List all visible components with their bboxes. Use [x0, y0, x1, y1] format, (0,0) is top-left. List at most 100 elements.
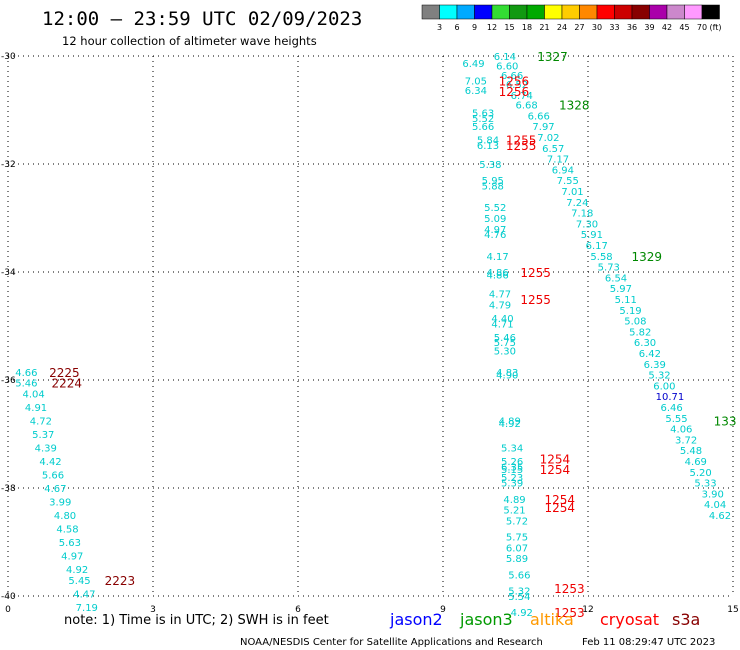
colorbar-swatch	[701, 4, 720, 20]
pass-time-label: 1253	[554, 582, 585, 596]
wave-height-value: 3.99	[49, 498, 71, 509]
wave-height-value: 5.20	[690, 468, 712, 479]
colorbar-legend: 3 6 9 12 15 18 21 24 27 30 33 36 39 42 45 70 (ft)	[421, 4, 722, 32]
wave-height-value: 4.89	[503, 495, 525, 506]
pass-time-label: 1327	[537, 50, 568, 64]
wave-height-value: 5.58	[590, 252, 612, 263]
wave-height-value: 7.02	[537, 133, 559, 144]
wave-height-value: 5.48	[680, 446, 702, 457]
wave-height-value: 5.26	[501, 457, 523, 468]
axis-ticks: 0 3 6 9 12 15 -30 -32 -34 -36 -38 -40	[1, 52, 739, 615]
wave-height-value: 4.92	[66, 565, 88, 576]
pass-time-label: 133	[714, 415, 737, 429]
colorbar-swatch	[649, 4, 668, 20]
wave-height-value: 5.39	[501, 479, 523, 490]
wave-height-value: 6.30	[634, 338, 656, 349]
colorbar-swatch	[614, 4, 633, 20]
wave-height-value: 6.42	[639, 349, 661, 360]
wave-height-value: 7.97	[532, 122, 554, 133]
wave-height-value: 5.66	[472, 122, 494, 133]
wave-height-value: 7.01	[561, 187, 583, 198]
colorbar-label: 21	[539, 23, 549, 32]
wave-height-value: 5.46	[15, 379, 37, 390]
wave-height-value: 5.19	[619, 306, 641, 317]
wave-height-value: 5.75	[494, 338, 516, 349]
wave-height-value: 6.94	[552, 165, 574, 176]
wave-height-value: 5.55	[665, 414, 687, 425]
chart-title: 12:00 – 23:59 UTC 02/09/2023	[42, 8, 362, 30]
x-tick-label: 12	[582, 605, 593, 615]
colorbar-swatch	[666, 4, 685, 20]
credit-agency: NOAA/NESDIS Center for Satellite Applica…	[240, 637, 543, 648]
wave-height-value: 6.52	[506, 80, 528, 91]
x-tick-label: 0	[5, 605, 11, 615]
wave-height-value: 5.63	[472, 109, 494, 120]
data-points: 6.146.606.496.666.527.056.34 6.746.685.63…	[15, 52, 731, 619]
wave-height-value: 6.17	[586, 241, 608, 252]
wave-height-value: 4.97	[61, 552, 83, 563]
colorbar-swatch	[491, 4, 510, 20]
y-tick-label: -36	[1, 376, 16, 386]
wave-height-value: 5.21	[503, 506, 525, 517]
colorbar-label: 6	[454, 23, 459, 32]
wave-height-value: 5.66	[508, 570, 530, 581]
wave-height-value: 5.52	[484, 203, 506, 214]
pass-time-label: 2223	[105, 574, 136, 588]
wave-height-value: 7.18	[571, 209, 593, 220]
wave-height-value: 4.97	[484, 225, 506, 236]
wave-height-value: 5.75	[506, 533, 528, 544]
wave-height-value: 4.77	[489, 290, 511, 301]
legend-cryosat: cryosat	[600, 610, 659, 629]
chart-subtitle: 12 hour collection of altimeter wave hei…	[62, 34, 317, 48]
wave-height-value: 5.30	[494, 346, 516, 357]
pass-time-label: 1254	[545, 493, 576, 507]
wave-height-value: 5.72	[506, 516, 528, 527]
pass-time-label: 1255	[520, 266, 551, 280]
colorbar-label: 18	[522, 23, 532, 32]
wave-height-value: 7.55	[557, 176, 579, 187]
wave-height-value: 4.89	[499, 417, 521, 428]
colorbar-label: 45	[679, 23, 689, 32]
wave-height-value: 5.11	[615, 295, 637, 306]
wave-height-value: 6.13	[477, 141, 499, 152]
wave-height-value: 4.42	[39, 457, 61, 468]
wave-height-value: 4.80	[54, 511, 76, 522]
x-tick-label: 15	[727, 605, 738, 615]
y-tick-label: -34	[1, 268, 16, 278]
wave-height-value: 5.08	[624, 317, 646, 328]
colorbar-swatch	[509, 4, 528, 20]
pass-time-label: 1329	[632, 250, 663, 264]
wave-height-value: 7.19	[76, 603, 98, 614]
wave-height-value: 5.34	[501, 444, 523, 455]
legend-altika: altika	[530, 610, 574, 629]
wave-height-value: 4.86	[487, 268, 509, 279]
wave-height-value: 4.47	[73, 589, 95, 600]
wave-height-value: 4.72	[30, 417, 52, 428]
pass-time-labels: 1327125612561328125512551329125512551331…	[49, 50, 736, 620]
wave-height-value: 4.83	[496, 368, 518, 379]
wave-height-value: 7.30	[576, 219, 598, 230]
colorbar-label: 27	[574, 23, 584, 32]
colorbar-unit: (ft)	[710, 23, 722, 32]
wave-height-value: 5.23	[501, 473, 523, 484]
pass-time-label: 1256	[499, 74, 530, 88]
wave-height-value: 5.97	[610, 284, 632, 295]
wave-height-value: 6.49	[462, 59, 484, 70]
wave-height-value: 7.05	[465, 76, 487, 87]
wave-height-value: 6.74	[511, 91, 533, 102]
wave-height-value: 4.62	[709, 511, 731, 522]
colorbar-swatch	[456, 4, 475, 20]
pass-time-label: 1253	[554, 606, 585, 620]
wave-height-value: 6.39	[644, 360, 666, 371]
wave-height-value: 6.07	[506, 543, 528, 554]
pass-time-label: 1328	[559, 99, 590, 113]
wave-height-value: 4.39	[35, 444, 57, 455]
x-tick-label: 6	[295, 605, 301, 615]
colorbar-swatch	[474, 4, 493, 20]
wave-height-value: 4.91	[25, 403, 47, 414]
pass-time-label: 1255	[520, 293, 551, 307]
wave-height-value: 4.04	[23, 390, 45, 401]
footnote: note: 1) Time is in UTC; 2) SWH is in fe…	[64, 613, 329, 628]
wave-height-value: 5.46	[494, 333, 516, 344]
